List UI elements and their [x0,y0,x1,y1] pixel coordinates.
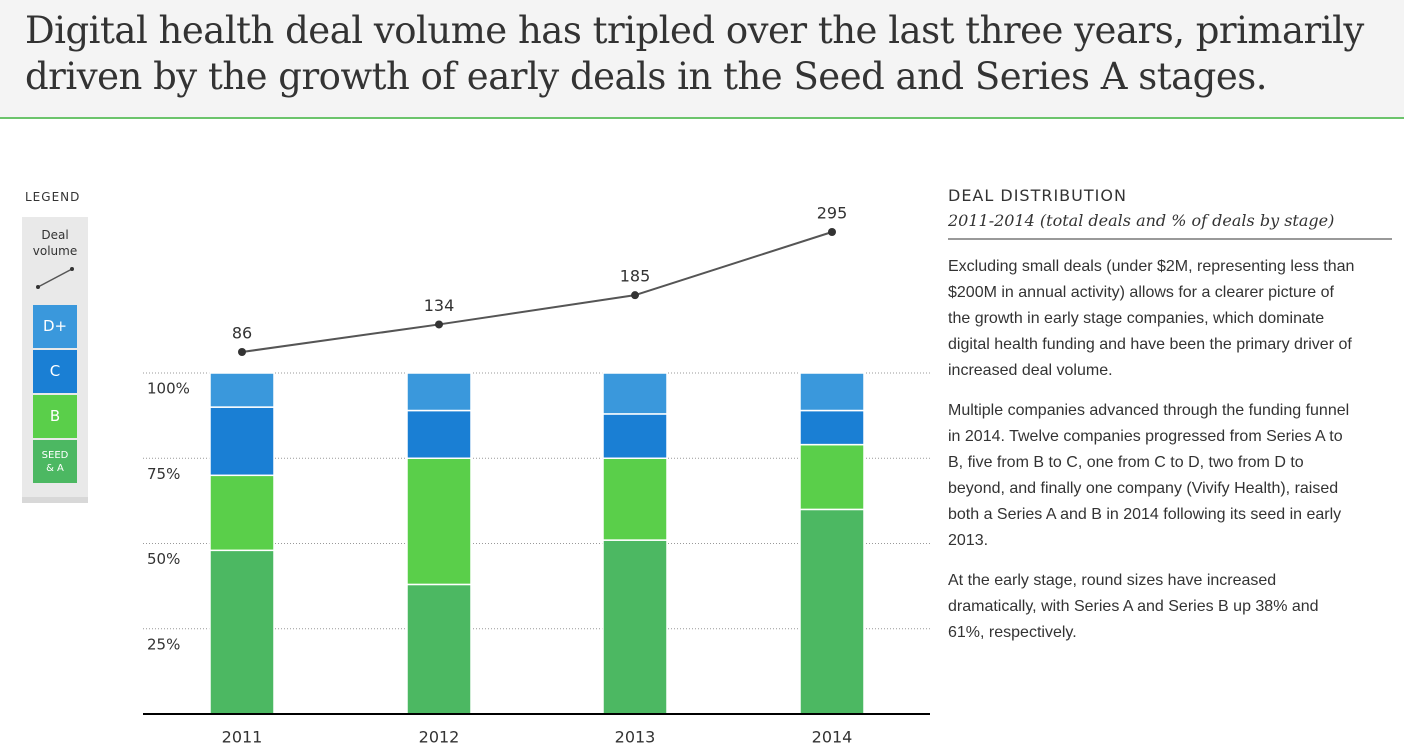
legend-swatch: SEED & A [33,440,77,483]
bar-segment [209,549,275,715]
panel-paragraph: At the early stage, round sizes have inc… [948,572,1319,641]
volume-label: 134 [424,296,455,315]
x-tick-label: 2011 [222,728,263,747]
legend-swatch: D+ [33,305,77,348]
volume-point [631,291,639,300]
x-tick-label: 2012 [419,728,460,747]
y-tick-label: 50% [147,550,180,568]
bar-segment [799,372,865,412]
y-tick-label: 100% [147,380,190,398]
volume-label: 295 [817,204,848,223]
chart: 25% 50% 75% 100% 2011 2012 2013 2014 86 134 185 295 [143,204,930,747]
y-tick-label: 25% [147,635,180,653]
x-tick-label: 2014 [812,728,853,747]
bar-segment [406,583,472,715]
legend: Deal volume D+ C B SEED & A [22,217,88,503]
bar-segment [209,372,275,408]
bar-segment [406,372,472,412]
legend-title: LEGEND [25,190,81,204]
legend-icon [36,267,74,289]
panel-paragraph: Multiple companies advanced through the … [948,402,1350,549]
bar-segment [602,457,668,541]
page-title: Digital health deal volume has tripled o… [25,9,1364,98]
header: Digital health deal volume has tripled o… [0,0,1404,119]
bar-segment [602,539,668,715]
bar-segment [406,457,472,586]
legend-swatch: C [33,350,77,393]
legend-swatch: B [33,395,77,438]
bar-segment [209,474,275,552]
bar-segment [209,406,275,477]
bar-segment [602,413,668,460]
side-panel: DEAL DISTRIBUTION 2011-2014 (total deals… [948,186,1392,646]
y-tick-label: 75% [147,465,180,483]
volume-label: 185 [620,267,651,286]
bar-segment [799,508,865,715]
legend-item: Deal volume [22,227,88,305]
bar-segment [799,409,865,446]
panel-heading: DEAL DISTRIBUTION [948,186,1127,205]
bar-segment [406,409,472,460]
volume-point [435,320,443,329]
volume-label: 86 [232,324,252,343]
volume-point [828,228,836,236]
x-tick-label: 2013 [615,728,656,747]
bar-segment [602,372,668,415]
volume-point [238,348,246,356]
volume-line [241,231,833,353]
panel-paragraph: Excluding small deals (under $2M, repres… [948,258,1355,379]
legend-label: Deal volume [32,228,78,258]
bar-segment [799,443,865,511]
panel-subheading: 2011-2014 (total deals and % of deals by… [948,211,1392,240]
